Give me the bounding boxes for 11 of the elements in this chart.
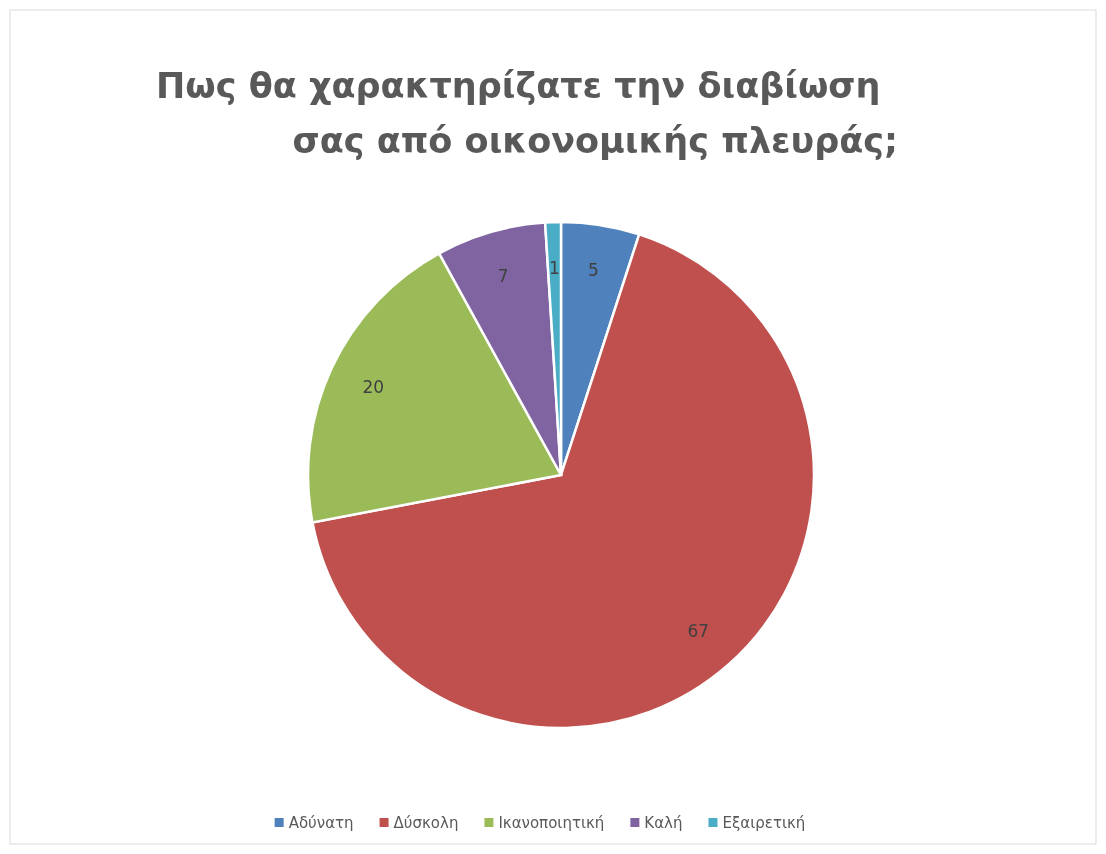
legend-label: Αδύνατη bbox=[288, 814, 354, 832]
data-label: 7 bbox=[497, 265, 509, 286]
chart-title: Πως θα χαρακτηρίζατε την διαβίωση σας από οικονομικής πλευράς; bbox=[156, 66, 898, 161]
data-label: 20 bbox=[362, 376, 385, 397]
data-label: 5 bbox=[588, 260, 599, 281]
legend-label: Καλή bbox=[644, 814, 683, 832]
legend-label: Δύσκολη bbox=[393, 814, 459, 832]
legend-label: Εξαιρετική bbox=[722, 814, 806, 832]
data-label: 67 bbox=[687, 620, 710, 641]
data-label: 1 bbox=[549, 257, 560, 278]
legend-label: Ικανοποιητική bbox=[498, 814, 605, 832]
